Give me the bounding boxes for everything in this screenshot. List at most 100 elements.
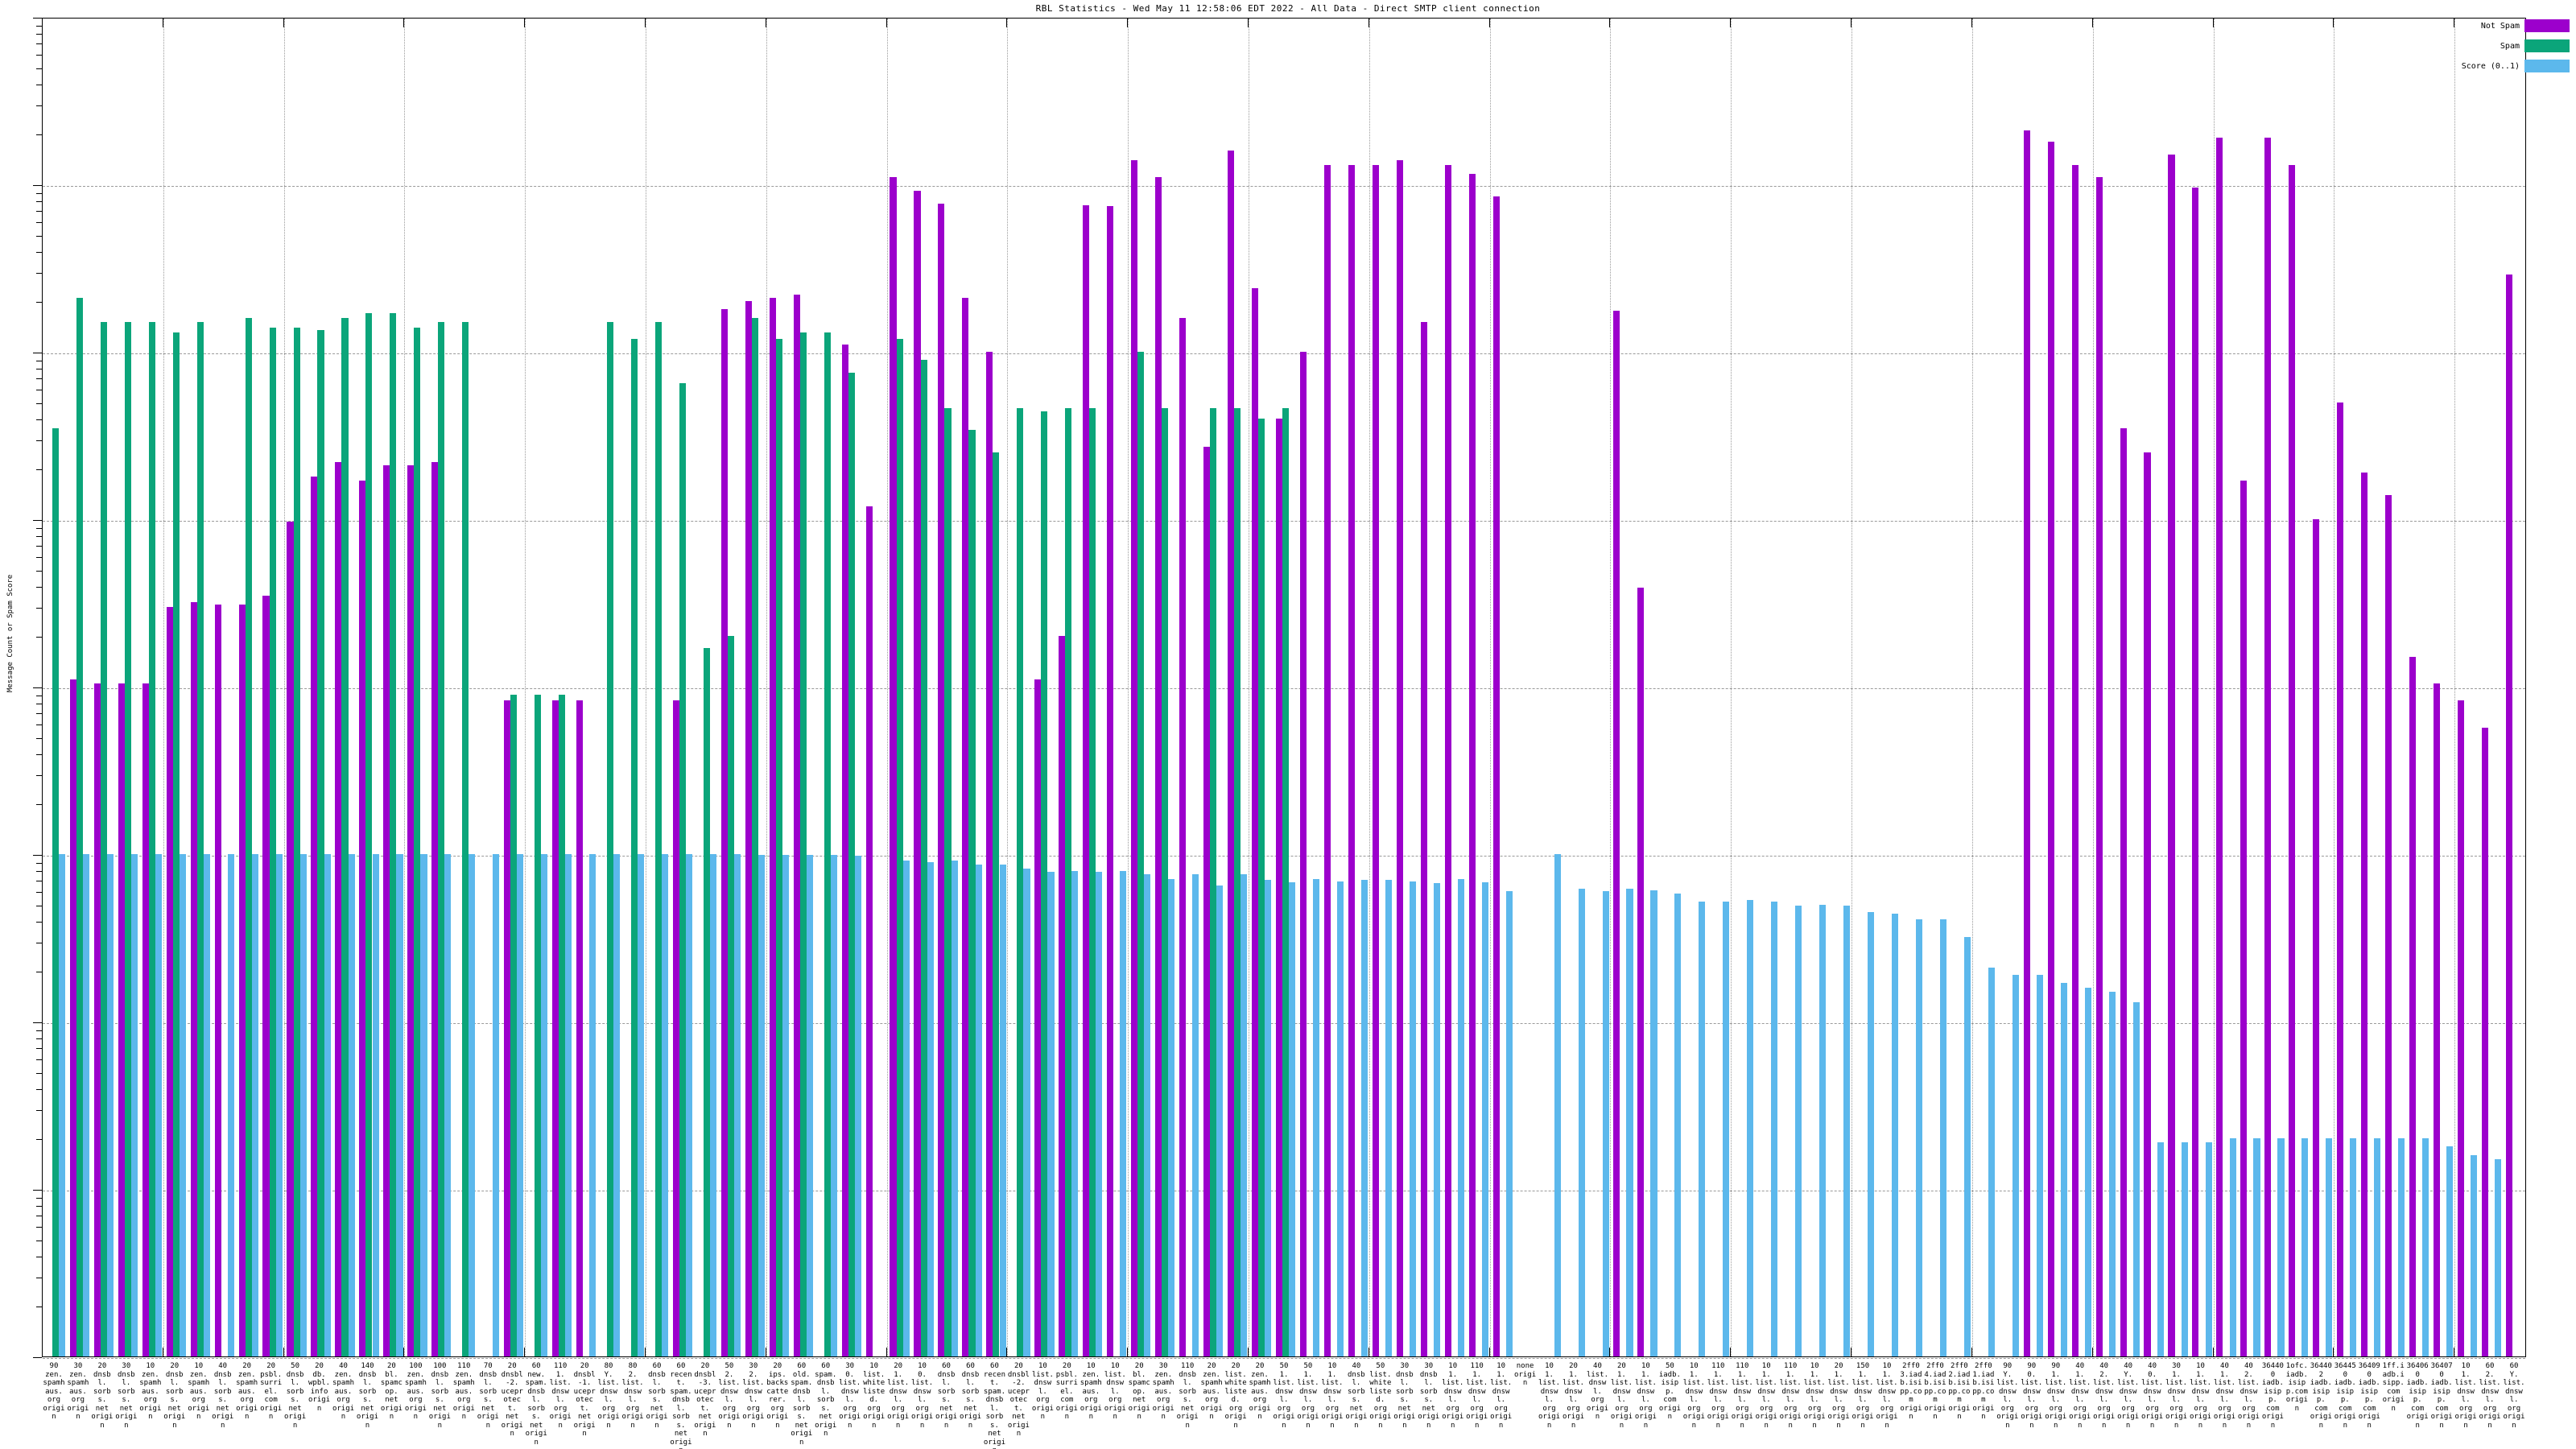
bar-group[interactable]	[1563, 19, 1587, 1356]
bar-group[interactable]	[1007, 19, 1031, 1356]
bar-group[interactable]	[815, 19, 839, 1356]
bar-group[interactable]	[1345, 19, 1369, 1356]
bar-group[interactable]	[2334, 19, 2358, 1356]
bar-group[interactable]	[188, 19, 212, 1356]
bar-group[interactable]	[766, 19, 791, 1356]
bar-group[interactable]	[2430, 19, 2454, 1356]
bar-group[interactable]	[477, 19, 501, 1356]
bar-group[interactable]	[1128, 19, 1152, 1356]
bar-group[interactable]	[1321, 19, 1345, 1356]
bar-group[interactable]	[2382, 19, 2406, 1356]
bar-group[interactable]	[1538, 19, 1563, 1356]
bar-group[interactable]	[212, 19, 236, 1356]
bar-group[interactable]	[1900, 19, 1924, 1356]
bar-group[interactable]	[791, 19, 815, 1356]
bar-group[interactable]	[1080, 19, 1104, 1356]
bar-group[interactable]	[1514, 19, 1538, 1356]
bar-group[interactable]	[1273, 19, 1297, 1356]
bar-group[interactable]	[1297, 19, 1321, 1356]
bar-group[interactable]	[2310, 19, 2334, 1356]
bar-group[interactable]	[1393, 19, 1418, 1356]
bar-group[interactable]	[1779, 19, 1803, 1356]
bar-group[interactable]	[2406, 19, 2430, 1356]
bar-group[interactable]	[1490, 19, 1514, 1356]
bar-group[interactable]	[1249, 19, 1273, 1356]
bar-group[interactable]	[260, 19, 284, 1356]
bar-group[interactable]	[43, 19, 67, 1356]
bar-group[interactable]	[1176, 19, 1200, 1356]
bar-group[interactable]	[380, 19, 404, 1356]
bar-group[interactable]	[2214, 19, 2238, 1356]
bar-group[interactable]	[1200, 19, 1224, 1356]
bar-group[interactable]	[621, 19, 646, 1356]
bar-group[interactable]	[1755, 19, 1779, 1356]
bar-group[interactable]	[2503, 19, 2527, 1356]
bar-group[interactable]	[404, 19, 428, 1356]
bar-group[interactable]	[2117, 19, 2141, 1356]
bar-group[interactable]	[2358, 19, 2382, 1356]
bar-group[interactable]	[960, 19, 984, 1356]
bar-group[interactable]	[1876, 19, 1900, 1356]
bar-group[interactable]	[742, 19, 766, 1356]
bar-group[interactable]	[236, 19, 260, 1356]
bar-group[interactable]	[2261, 19, 2285, 1356]
bar-group[interactable]	[646, 19, 670, 1356]
bar-group[interactable]	[2285, 19, 2310, 1356]
bar-group[interactable]	[2021, 19, 2045, 1356]
bar-group[interactable]	[1731, 19, 1755, 1356]
bar-group[interactable]	[428, 19, 452, 1356]
bar-group[interactable]	[1224, 19, 1249, 1356]
bar-group[interactable]	[1972, 19, 1996, 1356]
bar-group[interactable]	[718, 19, 742, 1356]
bar-group[interactable]	[1707, 19, 1731, 1356]
bar-group[interactable]	[1418, 19, 1442, 1356]
bar-group[interactable]	[115, 19, 139, 1356]
bar-group[interactable]	[2069, 19, 2093, 1356]
bar-group[interactable]	[501, 19, 525, 1356]
bar-group[interactable]	[1682, 19, 1707, 1356]
bar-group[interactable]	[983, 19, 1007, 1356]
bar-group[interactable]	[356, 19, 380, 1356]
bar-group[interactable]	[1442, 19, 1466, 1356]
bar-group[interactable]	[597, 19, 621, 1356]
bar-group[interactable]	[91, 19, 115, 1356]
bar-group[interactable]	[1948, 19, 1972, 1356]
bar-group[interactable]	[911, 19, 935, 1356]
bar-group[interactable]	[839, 19, 863, 1356]
bar-group[interactable]	[1610, 19, 1634, 1356]
bar-group[interactable]	[2454, 19, 2479, 1356]
bar-group[interactable]	[332, 19, 357, 1356]
bar-group[interactable]	[163, 19, 188, 1356]
bar-group[interactable]	[694, 19, 718, 1356]
bar-group[interactable]	[1658, 19, 1682, 1356]
bar-group[interactable]	[1924, 19, 1948, 1356]
bar-group[interactable]	[1104, 19, 1128, 1356]
bar-group[interactable]	[308, 19, 332, 1356]
bar-group[interactable]	[935, 19, 960, 1356]
bar-group[interactable]	[2190, 19, 2214, 1356]
bar-group[interactable]	[2479, 19, 2503, 1356]
bar-group[interactable]	[1996, 19, 2021, 1356]
bar-group[interactable]	[525, 19, 549, 1356]
bar-group[interactable]	[1369, 19, 1393, 1356]
bar-group[interactable]	[1031, 19, 1055, 1356]
bar-group[interactable]	[887, 19, 911, 1356]
bar-group[interactable]	[670, 19, 694, 1356]
bar-group[interactable]	[284, 19, 308, 1356]
bar-group[interactable]	[1827, 19, 1852, 1356]
bar-group[interactable]	[2165, 19, 2190, 1356]
bar-group[interactable]	[1587, 19, 1611, 1356]
bar-group[interactable]	[1152, 19, 1176, 1356]
bar-group[interactable]	[67, 19, 91, 1356]
bar-group[interactable]	[452, 19, 477, 1356]
bar-group[interactable]	[2237, 19, 2261, 1356]
bar-group[interactable]	[1634, 19, 1658, 1356]
bar-group[interactable]	[863, 19, 887, 1356]
bar-group[interactable]	[573, 19, 597, 1356]
bar-group[interactable]	[1466, 19, 1490, 1356]
bar-group[interactable]	[2141, 19, 2165, 1356]
bar-group[interactable]	[2045, 19, 2069, 1356]
bar-group[interactable]	[1852, 19, 1876, 1356]
bar-group[interactable]	[1803, 19, 1827, 1356]
bar-group[interactable]	[1055, 19, 1080, 1356]
